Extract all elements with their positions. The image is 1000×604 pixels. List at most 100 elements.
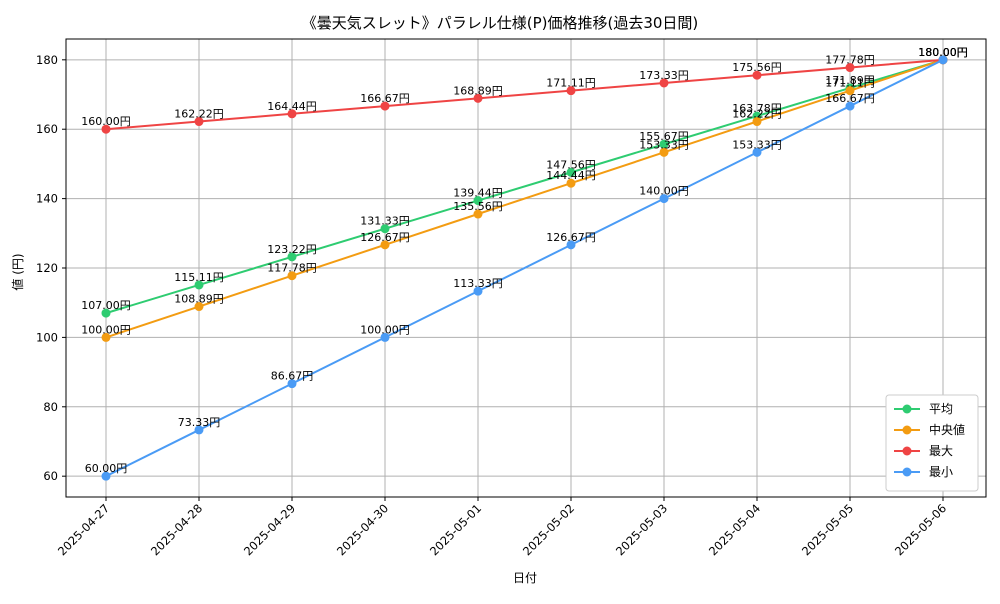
series-平均: [101, 55, 948, 318]
data-point: [101, 124, 111, 134]
data-label: 153.33円: [639, 138, 689, 151]
data-label: 117.78円: [267, 262, 317, 275]
data-label: 86.67円: [271, 370, 314, 383]
data-point: [845, 101, 855, 111]
data-label: 100.00円: [360, 323, 410, 336]
x-tick-label: 2025-04-29: [241, 501, 298, 558]
legend-label: 平均: [929, 402, 953, 416]
data-point: [287, 379, 297, 389]
data-point: [380, 240, 390, 250]
x-axis-label: 日付: [513, 571, 537, 585]
data-point: [566, 240, 576, 250]
data-label: 163.78円: [732, 102, 782, 115]
data-label: 144.44円: [546, 169, 596, 182]
data-label: 139.44円: [453, 187, 503, 200]
data-label: 162.22円: [732, 108, 782, 121]
x-tick-label: 2025-05-06: [892, 501, 949, 558]
y-tick-label: 140: [36, 192, 58, 206]
chart-title: 《曇天気スレット》パラレル仕様(P)価格推移(過去30日間): [302, 14, 699, 32]
data-point: [566, 86, 576, 96]
y-tick-label: 80: [43, 400, 58, 414]
x-tick-label: 2025-04-28: [148, 501, 205, 558]
data-point: [473, 286, 483, 296]
data-point: [380, 224, 390, 234]
data-point: [194, 425, 204, 435]
data-point: [473, 209, 483, 219]
data-point: [287, 252, 297, 262]
x-tick-label: 2025-05-05: [799, 501, 856, 558]
legend-item: 平均: [894, 402, 953, 416]
data-label: 171.89円: [825, 74, 875, 87]
series-line: [105, 58, 944, 478]
legend-label: 中央値: [929, 422, 965, 437]
data-point: [473, 196, 483, 206]
data-point: [287, 271, 297, 281]
data-label: 166.67円: [825, 92, 875, 105]
y-tick-label: 100: [36, 330, 58, 344]
data-point: [101, 471, 111, 481]
legend-item: 中央値: [894, 422, 965, 437]
data-labels: 107.00円 115.11円 123.22円 131.33円 139.44円 147.5…: [81, 46, 968, 475]
data-point: [938, 55, 948, 65]
legend-marker: [902, 425, 912, 435]
data-label: 140.00円: [639, 185, 689, 198]
data-label: 123.22円: [267, 243, 317, 256]
y-tick-label: 160: [36, 122, 58, 136]
legend-item: 最大: [894, 444, 953, 458]
data-label: 153.33円: [732, 138, 782, 151]
data-label: 177.78円: [825, 54, 875, 67]
data-label: 113.33円: [453, 277, 503, 290]
data-label: 147.56円: [546, 158, 596, 171]
series-line: [105, 58, 944, 131]
data-point: [287, 109, 297, 119]
legend-box: [885, 394, 979, 492]
data-point: [659, 147, 669, 157]
data-label: 60.00円: [85, 462, 128, 475]
data-label: 100.00円: [81, 323, 131, 336]
legend-marker: [902, 446, 912, 456]
data-label: 155.67円: [639, 130, 689, 143]
y-tick-label: 120: [36, 261, 58, 275]
data-label: 166.67円: [360, 92, 410, 105]
x-tick-label: 2025-04-30: [334, 501, 391, 558]
data-label: 168.89円: [453, 84, 503, 97]
legend-marker: [902, 404, 912, 414]
data-label: 180.00円: [918, 46, 968, 59]
data-point: [566, 178, 576, 188]
legend-item: 最小: [894, 465, 953, 479]
data-point: [380, 332, 390, 342]
data-label: 135.56円: [453, 200, 503, 213]
data-label: 175.56円: [732, 61, 782, 74]
series-line: [105, 58, 944, 339]
y-axis-label: 値 (円): [10, 253, 25, 290]
data-point: [659, 194, 669, 204]
y-tick-label: 60: [43, 469, 58, 483]
data-point: [845, 86, 855, 96]
series-最大: [101, 55, 948, 134]
data-label: 162.22円: [174, 108, 224, 121]
data-label: 164.44円: [267, 100, 317, 113]
data-label: 73.33円: [178, 416, 221, 429]
data-point: [473, 93, 483, 103]
data-label: 171.11円: [546, 77, 596, 90]
data-label: 180.00円: [918, 46, 968, 59]
x-tick-label: 2025-05-04: [706, 501, 763, 558]
data-point: [752, 147, 762, 157]
data-label: 131.33円: [360, 215, 410, 228]
data-label: 115.11円: [174, 271, 224, 284]
x-tick-label: 2025-05-02: [520, 501, 577, 558]
x-tick-label: 2025-04-27: [55, 501, 112, 558]
data-label: 126.67円: [360, 231, 410, 244]
series-line: [105, 58, 944, 315]
data-point: [194, 302, 204, 312]
data-point: [752, 70, 762, 80]
y-tick-label: 180: [36, 53, 58, 67]
data-point: [101, 332, 111, 342]
data-label: 173.33円: [639, 69, 689, 82]
data-label: 126.67円: [546, 231, 596, 244]
legend-label: 最小: [929, 465, 953, 479]
data-point: [659, 139, 669, 149]
legend-marker: [902, 467, 912, 477]
